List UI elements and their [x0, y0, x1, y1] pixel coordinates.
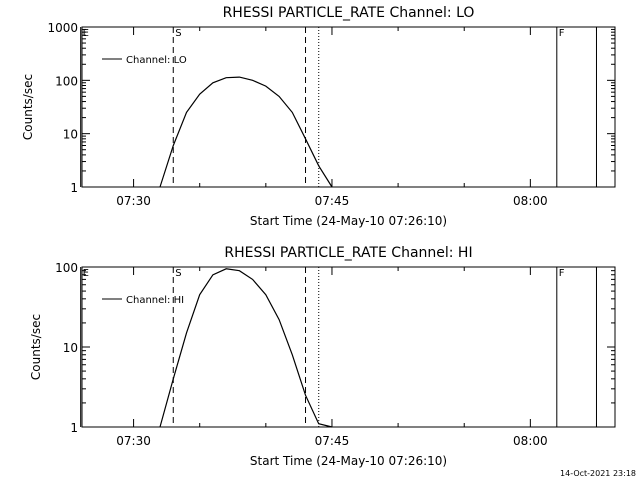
- event-marker-label: S: [175, 28, 181, 39]
- y-tick-label: 10: [63, 341, 78, 355]
- chart-panel-hi: RHESSI PARTICLE_RATE Channel: HI 07:30 07:…: [29, 245, 616, 468]
- chart-panel-lo: RHESSI PARTICLE_RATE Channel: LO 07:30 07:…: [21, 5, 616, 228]
- x-tick-label: 07:45: [315, 194, 350, 208]
- plot-frame: [81, 266, 616, 428]
- x-axis-label: Start Time (24-May-10 07:26:10): [250, 214, 447, 228]
- event-marker-label: E: [83, 268, 89, 279]
- y-axis-label: Counts/sec: [29, 314, 43, 380]
- x-tick-label: 07:45: [315, 434, 350, 448]
- x-tick-label: 07:30: [116, 194, 151, 208]
- event-marker-label: F: [559, 268, 565, 279]
- y-tick-label: 100: [55, 74, 78, 88]
- x-tick-label: 08:00: [513, 434, 548, 448]
- x-tick-label: 07:30: [116, 434, 151, 448]
- legend-label: Channel: HI: [126, 295, 184, 306]
- series-line: [159, 76, 333, 188]
- series-line: [159, 268, 333, 428]
- x-tick-label: 08:00: [513, 194, 548, 208]
- plot-frame: [81, 26, 616, 188]
- y-tick-label: 1: [70, 181, 78, 195]
- event-marker-label: E: [83, 28, 89, 39]
- chart-title: RHESSI PARTICLE_RATE Channel: HI: [224, 245, 472, 261]
- y-axis-label: Counts/sec: [21, 74, 35, 140]
- y-tick-label: 10: [63, 128, 78, 142]
- x-axis-label: Start Time (24-May-10 07:26:10): [250, 454, 447, 468]
- y-tick-label: 1000: [47, 21, 78, 35]
- y-tick-label: 1: [70, 421, 78, 435]
- event-marker-label: F: [559, 28, 565, 39]
- legend-label: Channel: LO: [126, 55, 187, 66]
- y-tick-label: 100: [55, 261, 78, 275]
- event-marker-label: S: [175, 268, 181, 279]
- chart-title: RHESSI PARTICLE_RATE Channel: LO: [223, 5, 475, 21]
- footer-timestamp: 14-Oct-2021 23:18: [560, 469, 636, 478]
